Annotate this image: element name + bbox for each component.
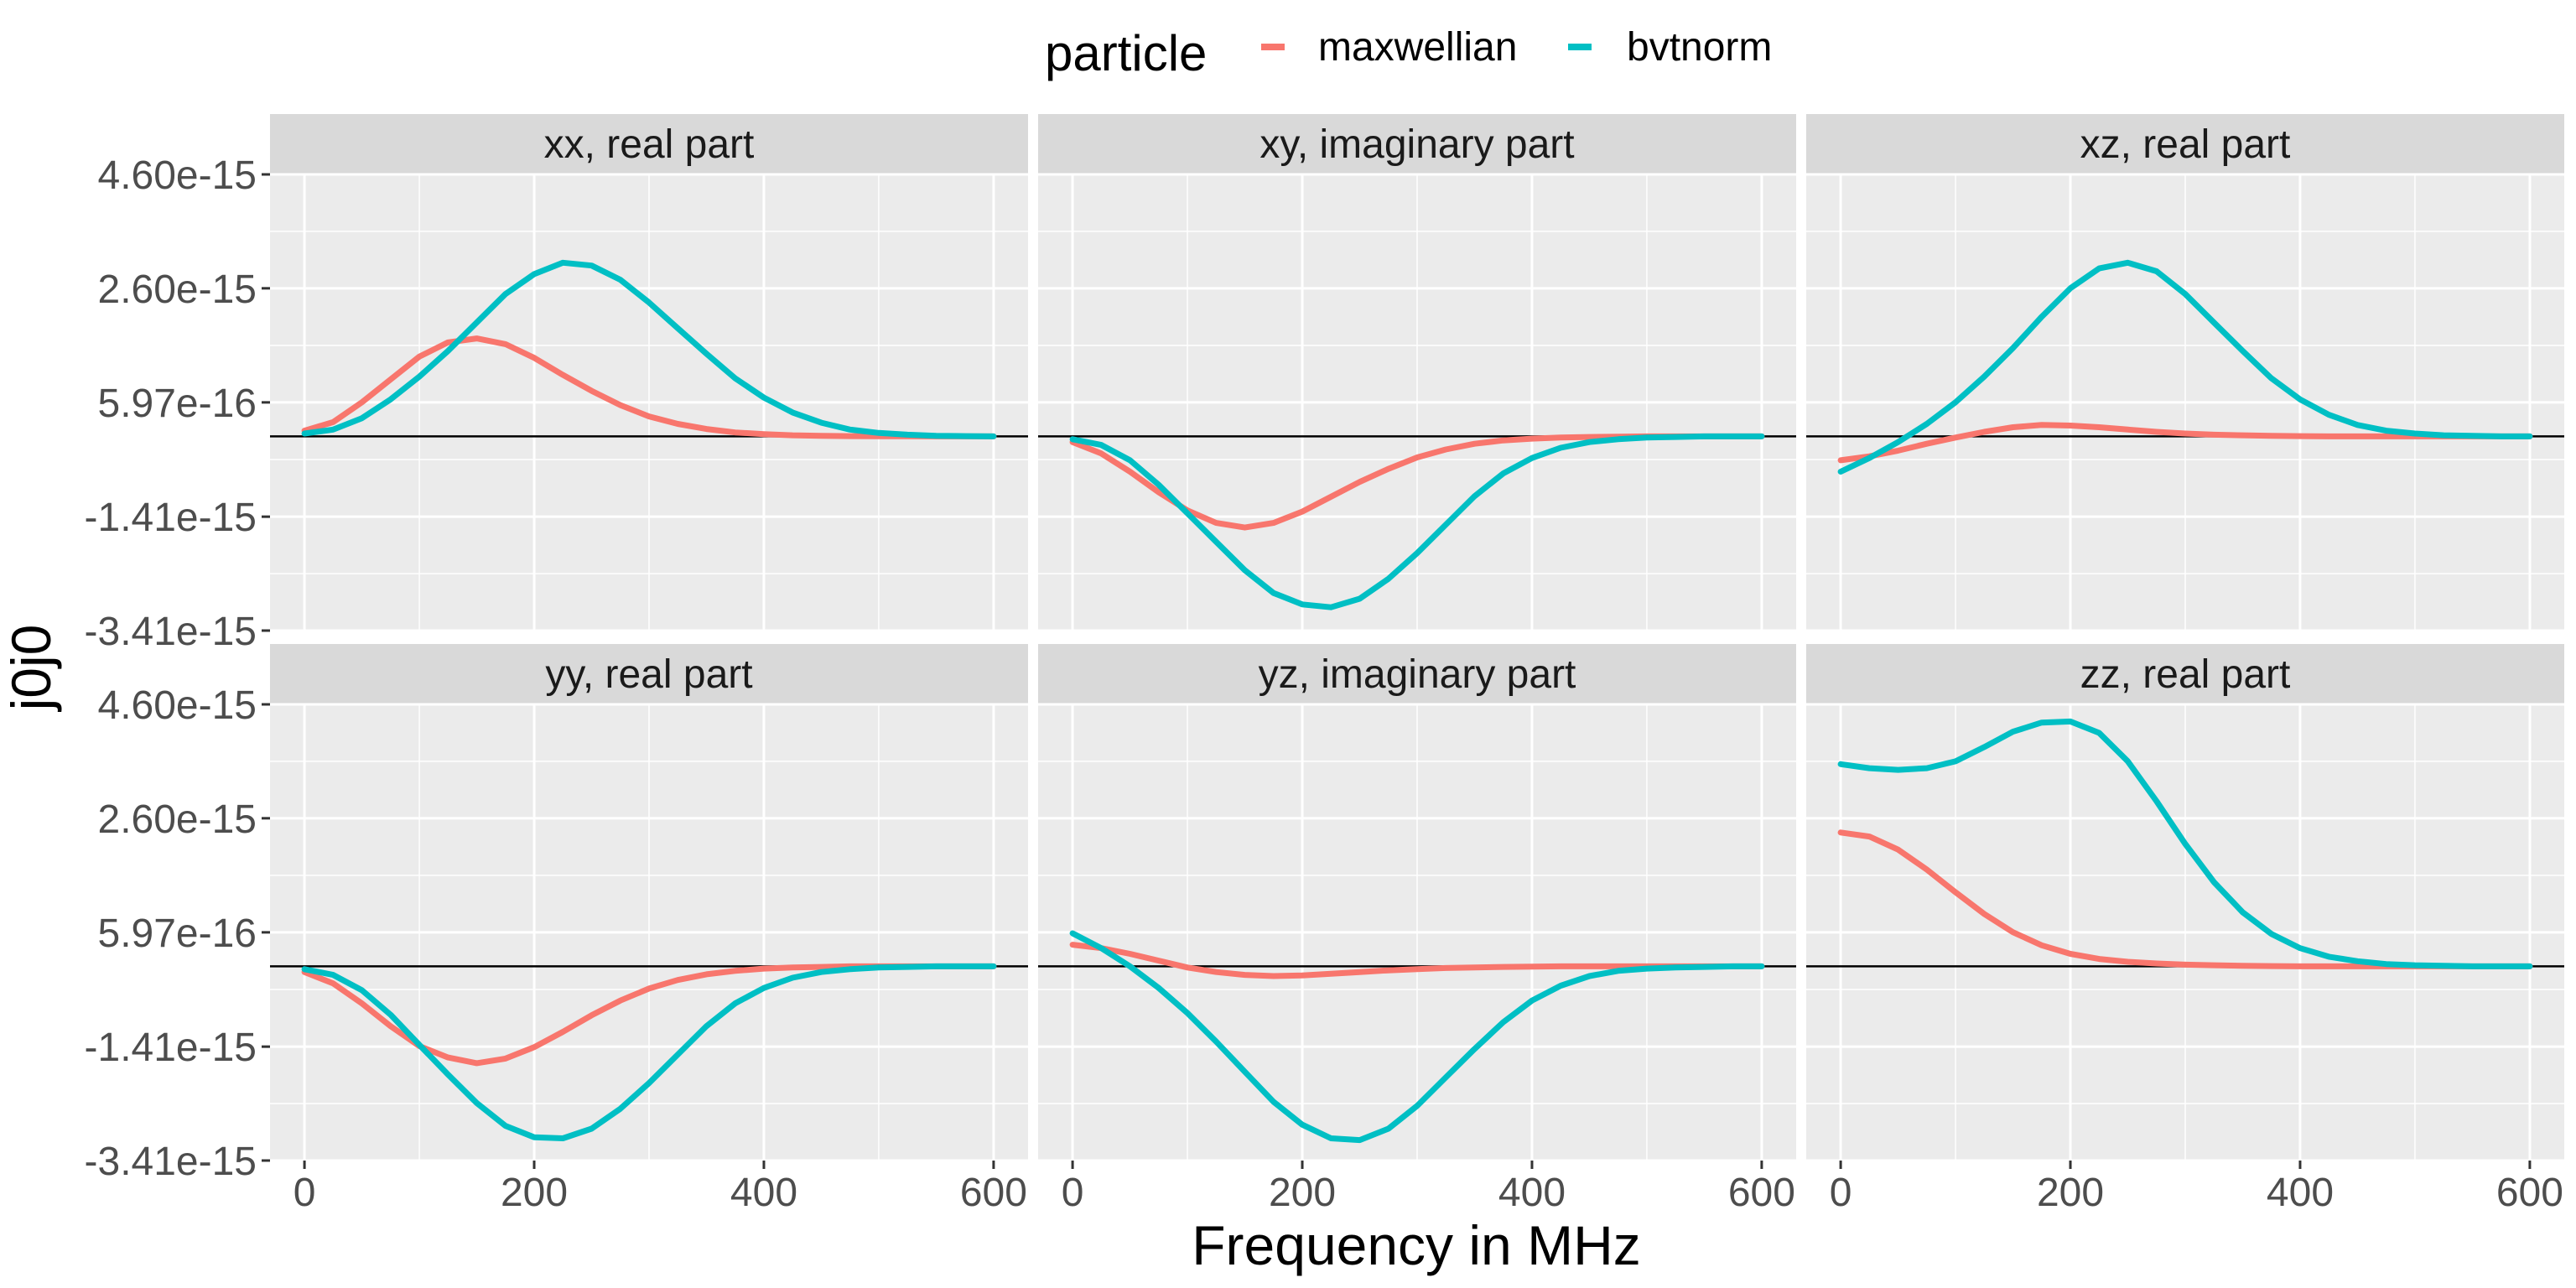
facet-strip-label: yz, imaginary part bbox=[1259, 652, 1576, 697]
facet-panel-xz-real-part: xz, real part bbox=[1806, 114, 2564, 632]
series-line-bvtnorm bbox=[301, 259, 997, 439]
x-tick-label: 200 bbox=[501, 1171, 568, 1215]
facet-panel-xx-real-part: xx, real part 4.60e-15 2.60e-15 5.97e-16 -1.… bbox=[85, 114, 1028, 654]
x-tick-label: 600 bbox=[960, 1171, 1027, 1215]
facet-strip bbox=[1806, 114, 2564, 174]
facet-strip-label: zz, real part bbox=[2080, 652, 2291, 697]
y-tick-label: -3.41e-15 bbox=[85, 1140, 257, 1184]
y-tick-label: 4.60e-15 bbox=[98, 683, 257, 728]
x-tick-label: 400 bbox=[1498, 1171, 1566, 1215]
y-tick-label: -1.41e-15 bbox=[85, 1026, 257, 1070]
facet-panel-yz-imaginary-part: yz, imaginary part 0 200 400 600 bbox=[1038, 644, 1796, 1215]
x-tick-label: 400 bbox=[730, 1171, 797, 1215]
legend: particle maxwellian bvtnorm bbox=[1045, 25, 1772, 81]
y-tick-label: -3.41e-15 bbox=[85, 610, 257, 654]
x-axis-title: Frequency in MHz bbox=[1192, 1214, 1641, 1276]
facet-strip bbox=[270, 644, 1028, 704]
x-tick-label: 0 bbox=[1062, 1171, 1084, 1215]
facet-strip bbox=[1038, 644, 1796, 704]
series-line-bvtnorm bbox=[1837, 259, 2533, 475]
y-tick-label: 2.60e-15 bbox=[98, 267, 257, 312]
x-tick-label: 600 bbox=[1728, 1171, 1795, 1215]
facet-panel-yy-real-part: yy, real part 0 200 400 600 4.60e-15 2.60e-15 5… bbox=[85, 644, 1028, 1215]
x-tick-label: 400 bbox=[2267, 1171, 2334, 1215]
facet-strip-label: xz, real part bbox=[2080, 122, 2291, 167]
facet-strip-label: xx, real part bbox=[544, 122, 755, 167]
y-tick-label: 5.97e-16 bbox=[98, 911, 257, 956]
facet-panel-zz-real-part: zz, real part 0 200 400 600 bbox=[1806, 644, 2564, 1215]
legend-title: particle bbox=[1045, 25, 1207, 81]
series-line-bvtnorm bbox=[1837, 718, 2533, 969]
x-tick-label: 600 bbox=[2496, 1171, 2563, 1215]
x-tick-label: 0 bbox=[1830, 1171, 1852, 1215]
facet-strip bbox=[1038, 114, 1796, 174]
x-tick-label: 200 bbox=[1269, 1171, 1336, 1215]
legend-label-maxwellian: maxwellian bbox=[1318, 25, 1517, 70]
facet-strip-label: xy, imaginary part bbox=[1259, 122, 1574, 167]
facet-strip bbox=[270, 114, 1028, 174]
y-tick-label: 4.60e-15 bbox=[98, 153, 257, 198]
series-line-bvtnorm bbox=[301, 963, 997, 1141]
series-line-bvtnorm bbox=[1069, 930, 1765, 1144]
y-axis-title: j0j0 bbox=[0, 625, 62, 713]
x-tick-label: 200 bbox=[2037, 1171, 2104, 1215]
series-line-maxwellian bbox=[301, 335, 997, 439]
legend-label-bvtnorm: bvtnorm bbox=[1627, 25, 1772, 70]
facet-strip-label: yy, real part bbox=[545, 652, 752, 697]
x-tick-label: 0 bbox=[293, 1171, 316, 1215]
y-tick-label: 2.60e-15 bbox=[98, 797, 257, 842]
y-tick-label: 5.97e-16 bbox=[98, 382, 257, 426]
facet-strip bbox=[1806, 644, 2564, 704]
series-line-bvtnorm bbox=[1069, 433, 1765, 610]
facet-panel-xy-imaginary-part: xy, imaginary part bbox=[1038, 114, 1796, 632]
y-tick-label: -1.41e-15 bbox=[85, 496, 257, 540]
